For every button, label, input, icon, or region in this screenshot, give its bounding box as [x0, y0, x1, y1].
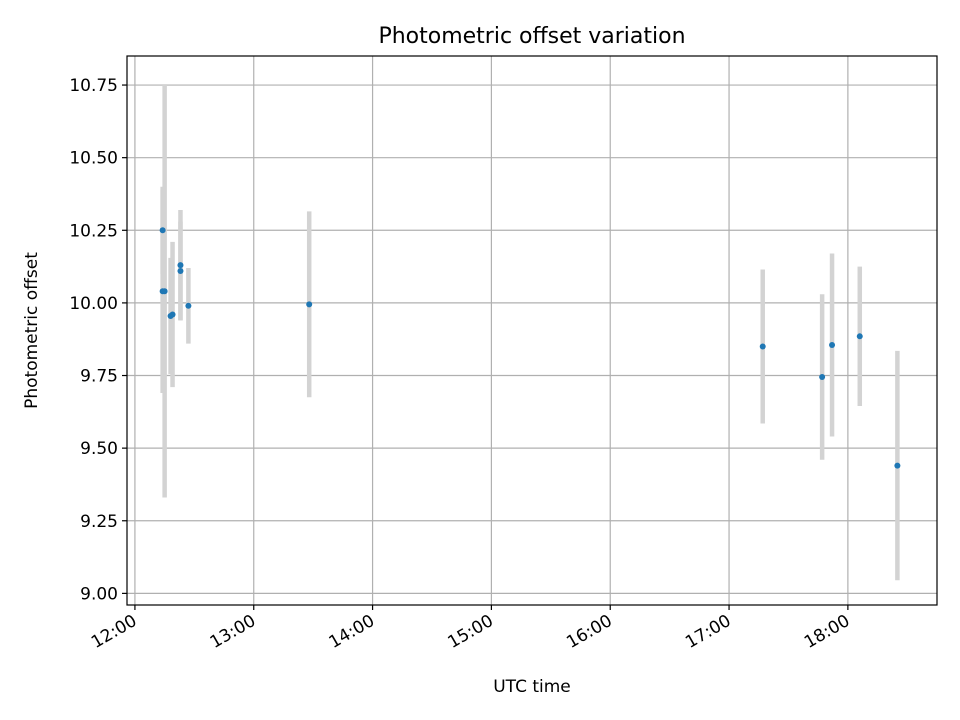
x-axis-label: UTC time: [493, 677, 571, 697]
data-point: [819, 373, 826, 380]
data-point: [185, 302, 192, 309]
data-point: [856, 333, 863, 340]
y-tick-label: 10.50: [69, 149, 118, 169]
data-point: [169, 311, 176, 318]
x-tick-label: 16:00: [563, 611, 615, 653]
data-point: [159, 227, 166, 234]
y-axis-label: Photometric offset: [22, 252, 42, 409]
y-tick-label: 9.75: [80, 367, 118, 387]
x-tick-label: 13:00: [207, 611, 259, 653]
data-point: [829, 342, 836, 349]
y-tick-label: 9.50: [80, 439, 118, 459]
y-axis-ticks: 9.00 9.25 9.50 9.75 10.00 10.25 10.50 10.75: [69, 76, 127, 604]
x-axis-ticks: 12:00 13:00 14:00 15:00 16:00 17:00 18:00: [88, 605, 853, 653]
y-tick-label: 10.25: [69, 221, 118, 241]
y-tick-label: 9.25: [80, 512, 118, 532]
x-tick-label: 12:00: [88, 611, 140, 653]
plot-frame: [126, 55, 938, 606]
y-tick-label: 9.00: [80, 584, 118, 604]
x-tick-label: 17:00: [682, 611, 734, 653]
error-bars: [160, 85, 900, 581]
y-tick-label: 10.75: [69, 76, 118, 96]
data-points: [159, 227, 901, 469]
y-tick-label: 10.00: [69, 294, 118, 314]
data-point: [177, 262, 184, 269]
chart-title: Photometric offset variation: [378, 24, 685, 49]
data-point: [161, 288, 168, 295]
data-point: [177, 267, 184, 274]
data-point: [759, 343, 766, 350]
data-point: [894, 462, 901, 469]
x-tick-label: 15:00: [444, 611, 496, 653]
x-tick-label: 14:00: [326, 611, 378, 653]
data-point: [306, 301, 313, 308]
x-tick-label: 18:00: [801, 611, 853, 653]
grid-lines: [127, 56, 937, 605]
